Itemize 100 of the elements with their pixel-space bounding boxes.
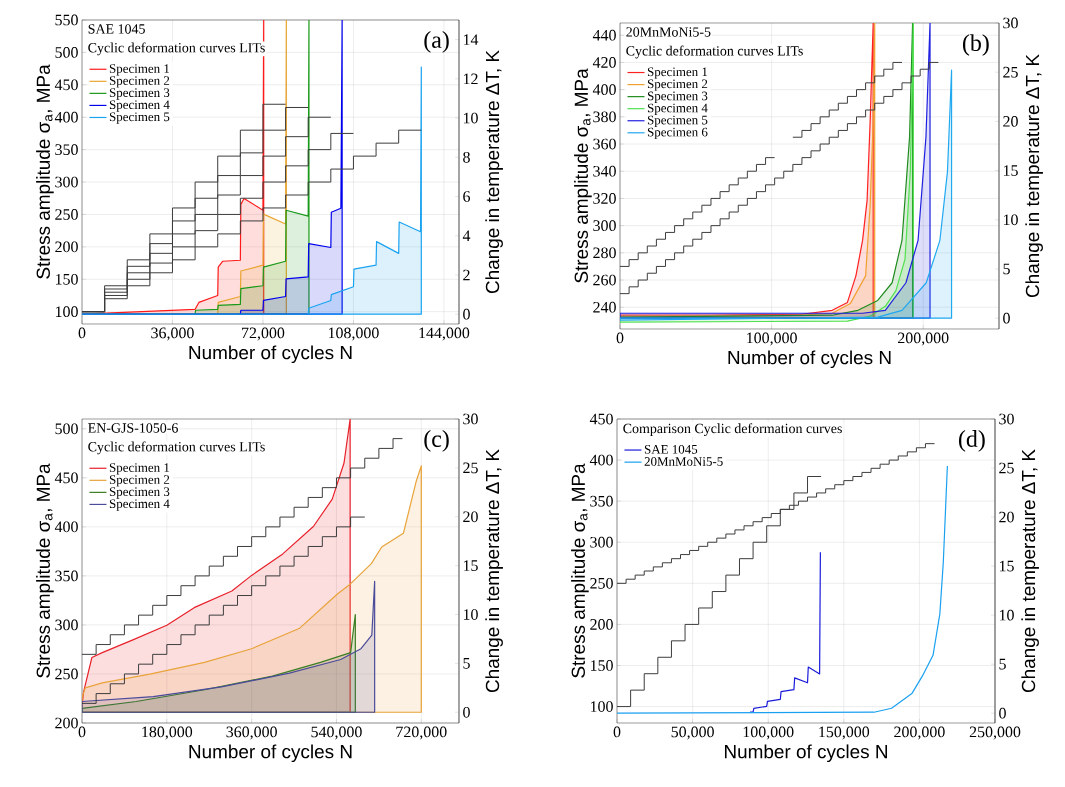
y-axis-title: Stress amplitude σ$_{a}$, MPa <box>574 68 592 283</box>
y2-tick-label: 5 <box>1003 263 1010 275</box>
y-tick-label: 500 <box>55 47 78 58</box>
y2-tick-label: 5 <box>999 658 1006 670</box>
legend-label: SAE 1045 <box>644 444 698 454</box>
legend-label: 20MnMoNi5-5 <box>644 457 723 466</box>
y-tick-label: 350 <box>55 570 78 582</box>
y-tick-label: 400 <box>54 111 78 123</box>
y-tick-label: 100 <box>590 701 613 712</box>
y2-axis-title: Change in temperature ΔT, K <box>485 449 503 693</box>
x-tick-label: 0 <box>78 327 86 339</box>
y-axis-title: Stress amplitude σ$_{a}$, MPa <box>36 64 54 279</box>
y-tick-label: 250 <box>55 668 78 680</box>
y2-tick-label: 30 <box>463 413 478 425</box>
y2-tick-label: 6 <box>463 191 471 202</box>
annotation: (a) <box>424 31 449 53</box>
y-tick-label: 200 <box>590 619 613 630</box>
x-tick-label: 200,000 <box>894 726 945 740</box>
x-tick-label: 0 <box>616 332 624 344</box>
y-tick-label: 300 <box>593 220 616 232</box>
y2-tick-label: 30 <box>999 413 1014 425</box>
x-tick-label: 360,000 <box>226 726 277 740</box>
legend-label: Specimen 1 <box>647 67 708 79</box>
y2-tick-label: 10 <box>999 609 1014 621</box>
legend-label: Specimen 1 <box>109 463 170 475</box>
y2-tick-label: 2 <box>463 269 470 281</box>
y2-tick-label: 14 <box>463 34 479 45</box>
y-tick-label: 150 <box>590 660 613 671</box>
y2-tick-label: 8 <box>463 151 470 163</box>
y-tick-label: 350 <box>55 144 78 156</box>
y2-tick-label: 0 <box>1003 312 1010 324</box>
y-tick-label: 320 <box>593 193 616 204</box>
y2-tick-label: 15 <box>1003 165 1018 176</box>
x-tick-label: 144,000 <box>419 327 470 341</box>
y2-tick-label: 25 <box>463 462 478 474</box>
y-tick-label: 400 <box>589 454 613 466</box>
legend-label: Specimen 3 <box>109 487 170 499</box>
y-axis-title: Stress amplitude σ$_{a}$, MPa <box>571 463 589 678</box>
y-tick-label: 450 <box>589 413 613 425</box>
y2-axis-title: Change in temperature ΔT, K <box>485 50 503 294</box>
x-tick-label: 0 <box>613 726 621 738</box>
x-tick-label: 100,000 <box>747 332 797 346</box>
y-tick-label: 250 <box>590 577 613 589</box>
text: Cyclic deformation curves LITs <box>88 441 265 455</box>
y2-tick-label: 20 <box>999 511 1014 523</box>
chart-title: Comparison Cyclic deformation curves <box>623 423 842 437</box>
y-tick-label: 200 <box>55 717 78 729</box>
x-tick-label: 108,000 <box>328 327 379 341</box>
y2-tick-label: 0 <box>463 308 470 320</box>
y-tick-label: 400 <box>592 84 616 96</box>
x-tick-label: 200,000 <box>898 332 949 346</box>
legend-label: Specimen 4 <box>109 100 170 112</box>
y2-tick-label: 12 <box>463 73 478 85</box>
y-tick-label: 200 <box>55 241 78 253</box>
y-tick-label: 240 <box>593 301 616 313</box>
y-tick-label: 420 <box>592 57 616 68</box>
legend-label: Specimen 2 <box>647 79 708 91</box>
y-tick-label: 550 <box>55 14 78 26</box>
y-tick-label: 350 <box>590 495 613 507</box>
y-tick-label: 500 <box>55 423 78 435</box>
annotation: (c) <box>424 430 449 452</box>
legend-label: Specimen 4 <box>109 499 170 511</box>
x-axis-title: Number of cycles N <box>724 744 888 763</box>
y2-tick-label: 15 <box>999 560 1014 572</box>
y2-tick-label: 25 <box>999 462 1014 474</box>
chart-title: 20MnMoNi5-5 <box>626 27 711 37</box>
legend-label: Specimen 6 <box>647 127 708 140</box>
y-tick-label: 440 <box>592 29 616 41</box>
x-tick-label: 720,000 <box>396 726 447 740</box>
y-tick-label: 260 <box>593 274 616 286</box>
legend-label: Specimen 5 <box>109 112 170 124</box>
y-tick-label: 400 <box>54 521 78 533</box>
y-tick-label: 150 <box>55 273 78 285</box>
y2-tick-label: 10 <box>463 112 478 124</box>
y-tick-label: 340 <box>593 165 616 177</box>
legend-label: Specimen 2 <box>109 475 170 487</box>
x-tick-label: 100,000 <box>743 726 794 740</box>
chart-title: EN-GJS-1050-6 <box>88 423 178 433</box>
y-tick-label: 250 <box>55 209 78 220</box>
y2-tick-label: 20 <box>463 511 478 523</box>
legend-label: Specimen 5 <box>647 115 708 128</box>
y-tick-label: 280 <box>593 247 616 259</box>
annotation: (b) <box>962 34 989 56</box>
y-tick-label: 300 <box>55 176 78 188</box>
legend-label: Specimen 2 <box>109 76 170 88</box>
y-tick-label: 100 <box>55 306 78 318</box>
y2-tick-label: 20 <box>1003 116 1018 127</box>
chart-title: SAE 1045 <box>88 24 145 34</box>
legend-label: Specimen 4 <box>647 103 708 115</box>
y2-axis-title: Change in temperature ΔT, K <box>1025 54 1043 298</box>
x-tick-label: 540,000 <box>311 726 362 740</box>
y2-tick-label: 0 <box>463 706 470 718</box>
y-tick-label: 450 <box>54 472 78 484</box>
x-axis-title: Number of cycles N <box>189 345 352 364</box>
x-axis-title: Number of cycles N <box>189 744 352 763</box>
annotation: (d) <box>958 430 985 452</box>
x-tick-label: 250,000 <box>969 726 1021 740</box>
y-tick-label: 300 <box>590 536 613 548</box>
text: Cyclic deformation curves LITs <box>88 42 265 56</box>
y2-tick-label: 25 <box>1003 66 1018 78</box>
